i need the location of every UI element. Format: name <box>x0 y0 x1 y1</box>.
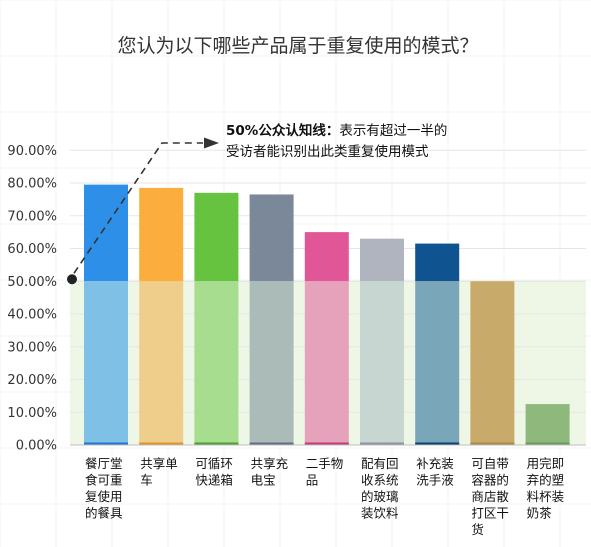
bar-lower-segment <box>84 281 128 445</box>
bar-baseline-accent <box>194 442 239 445</box>
bar-lower-segment <box>139 281 184 445</box>
bar <box>470 281 515 445</box>
annotation-text-line2: 受访者能识别出此类重复使用模式 <box>226 143 429 160</box>
y-tick-label: 10.00% <box>7 406 57 421</box>
bar <box>304 232 349 445</box>
x-tick-label-line: 快递箱 <box>195 473 233 488</box>
x-tick-label: 可自带容器的商店散打区干货 <box>471 456 509 537</box>
threshold-marker-dot <box>67 274 77 285</box>
y-tick-label: 80.00% <box>7 177 57 192</box>
bar-baseline-accent <box>470 442 515 445</box>
x-tick-label-line: 打区干 <box>471 506 509 521</box>
x-tick-label-line: 用完即 <box>527 456 565 471</box>
bar-upper-segment <box>415 243 460 282</box>
x-tick-label-line: 共享充 <box>251 456 289 471</box>
x-tick-label-line: 货 <box>471 522 484 537</box>
bar-upper-segment <box>139 187 184 282</box>
x-tick-label: 共享单车 <box>140 456 178 488</box>
x-tick-label-line: 装饮料 <box>361 506 399 521</box>
annotation-arrowhead <box>204 137 219 149</box>
bar-baseline-accent <box>415 442 460 445</box>
bar-lower-segment <box>360 281 404 445</box>
bar-lower-segment <box>470 281 515 445</box>
y-tick-label: 20.00% <box>7 373 57 388</box>
bars <box>84 184 570 445</box>
bar-upper-segment <box>249 194 294 282</box>
y-tick-labels: 0.00% 10.00% 20.00% 30.00% 40.00% 50.00% 60.00… <box>7 144 57 454</box>
bar-baseline-accent <box>360 442 404 445</box>
x-tick-label-line: 共享单 <box>140 456 178 471</box>
y-tick-label: 60.00% <box>7 242 57 257</box>
bar <box>84 184 128 445</box>
x-tick-label-line: 商店散 <box>471 489 509 504</box>
x-tick-label-line: 料杯装 <box>527 489 565 504</box>
bar-lower-segment <box>415 281 460 445</box>
x-tick-label-line: 餐厅堂 <box>85 456 123 471</box>
x-tick-label: 补充装洗手液 <box>416 456 454 488</box>
bar-baseline-accent <box>304 442 349 445</box>
x-tick-label-line: 补充装 <box>416 456 454 471</box>
x-tick-label-line: 品 <box>306 473 319 488</box>
bar-upper-segment <box>304 232 349 282</box>
x-tick-label: 配有回收系统的玻璃装饮料 <box>361 456 399 521</box>
bar <box>139 187 184 445</box>
bar-lower-segment <box>304 281 349 445</box>
x-tick-label-line: 电宝 <box>251 473 276 488</box>
x-tick-label: 用完即弃的塑料杯装奶茶 <box>527 456 565 521</box>
bar <box>194 192 239 445</box>
x-tick-label-line: 车 <box>140 473 153 488</box>
y-tick-label: 90.00% <box>7 144 57 159</box>
x-tick-label-line: 二手物 <box>306 456 344 471</box>
bar-baseline-accent <box>525 442 570 445</box>
bar-upper-segment <box>194 192 239 282</box>
x-tick-label-line: 的玻璃 <box>361 489 399 504</box>
annotation-leader-line <box>73 142 203 274</box>
x-tick-label-line: 弃的塑 <box>527 473 565 488</box>
x-tick-label-line: 可自带 <box>471 456 509 471</box>
x-tick-label-line: 洗手液 <box>416 473 454 488</box>
bar-baseline-accent <box>249 442 294 445</box>
annotation: 50%公众认知线：表示有超过一半的 受访者能识别出此类重复使用模式 <box>67 122 447 285</box>
annotation-bold-label: 50%公众认知线： <box>226 122 339 139</box>
x-tick-label: 共享充电宝 <box>251 456 289 488</box>
x-tick-label-line: 食可重 <box>85 473 123 488</box>
y-tick-label: 70.00% <box>7 209 57 224</box>
y-tick-label: 50.00% <box>7 275 57 290</box>
bar-upper-segment <box>84 184 128 282</box>
bar-lower-segment <box>194 281 239 445</box>
chart-title: 您认为以下哪些产品属于重复使用的模式？ <box>117 35 478 57</box>
annotation-text-line1: 50%公众认知线：表示有超过一半的 <box>226 122 447 139</box>
x-tick-label-line: 奶茶 <box>527 506 553 521</box>
bar <box>415 243 460 445</box>
x-tick-label-line: 收系统 <box>361 473 399 488</box>
y-tick-label: 40.00% <box>7 308 57 323</box>
bar <box>525 404 570 445</box>
x-tick-label: 餐厅堂食可重复使用的餐具 <box>85 456 123 521</box>
bar-upper-segment <box>360 238 404 282</box>
x-tick-label-line: 复使用 <box>85 489 123 504</box>
y-tick-label: 0.00% <box>16 439 57 454</box>
bar <box>249 194 294 445</box>
bar-lower-segment <box>525 404 570 445</box>
x-tick-label-line: 可循环 <box>195 456 233 471</box>
x-tick-labels: 餐厅堂食可重复使用的餐具共享单车可循环快递箱共享充电宝二手物品配有回收系统的玻璃… <box>85 456 564 537</box>
bar-baseline-accent <box>84 442 128 445</box>
x-tick-label-line: 的餐具 <box>85 506 123 521</box>
y-tick-label: 30.00% <box>7 340 57 355</box>
bar-baseline-accent <box>139 442 184 445</box>
x-tick-label-line: 配有回 <box>361 456 399 471</box>
bar <box>360 238 404 445</box>
x-tick-label: 可循环快递箱 <box>195 456 233 488</box>
annotation-line1-rest: 表示有超过一半的 <box>339 123 447 139</box>
bar-lower-segment <box>249 281 294 445</box>
x-tick-label: 二手物品 <box>306 456 344 488</box>
x-tick-label-line: 容器的 <box>471 473 509 488</box>
